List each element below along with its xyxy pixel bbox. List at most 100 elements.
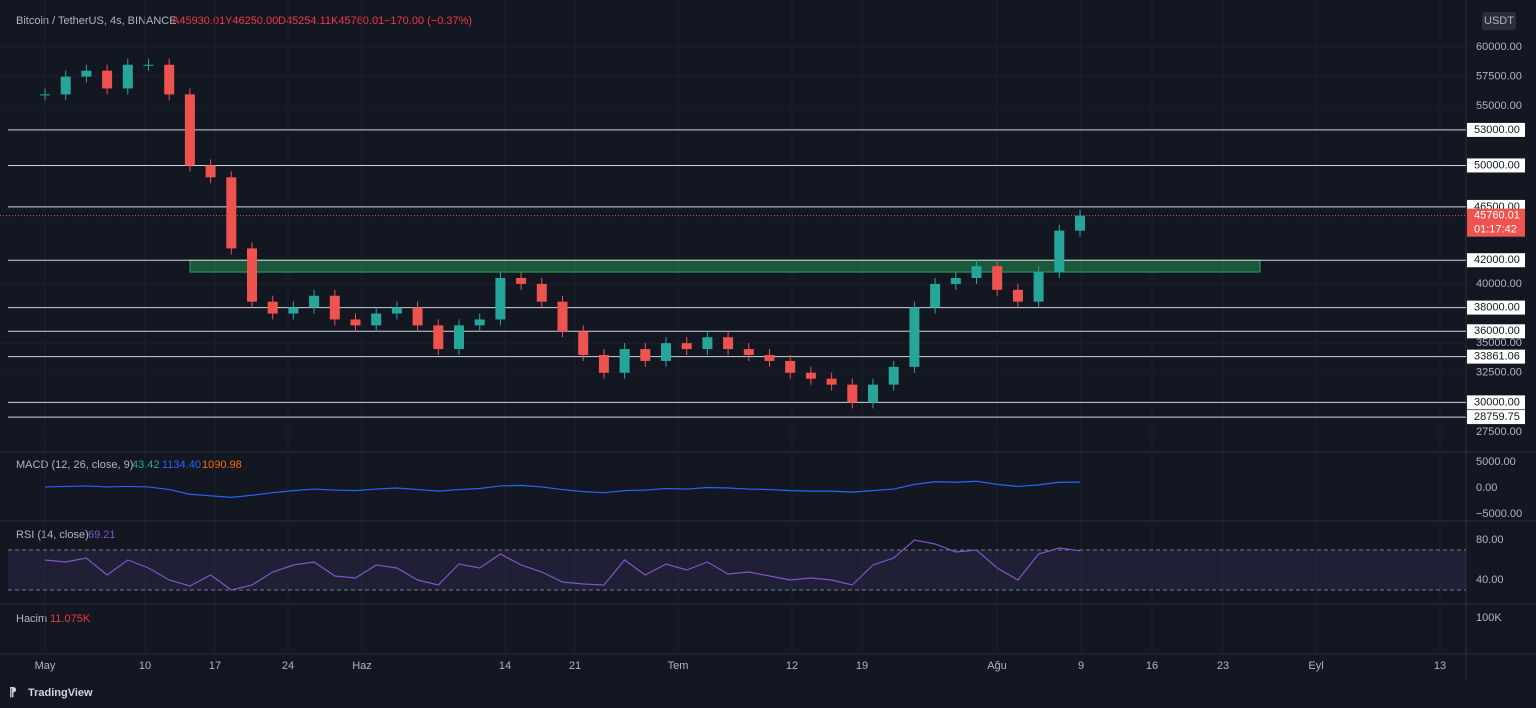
candle-body [723,337,734,350]
candle-body [1075,215,1085,231]
symbol: Bitcoin / TetherUS, 4s, BINANCE [16,15,177,27]
candle-body [971,266,982,278]
candle-body [888,366,899,385]
candle-body [557,301,568,332]
level-label: 36000.00 [1474,325,1520,337]
rsi-band [8,550,1466,590]
level-label-bg [1467,253,1525,268]
candle-body [868,384,878,403]
footer-logo: TradingView [28,687,93,699]
rsi-title: RSI (14, close) [16,529,89,541]
low: D45254.11 [278,15,331,27]
level-label: 42000.00 [1474,254,1520,266]
level-label: 28759.75 [1474,411,1520,423]
x-tick-label: Eyl [1308,660,1323,672]
candle-body [143,64,154,66]
level-label: 38000.00 [1474,302,1520,314]
x-tick-label: 14 [499,660,511,672]
candle-body [785,360,796,373]
candle-body [309,295,320,308]
candle-body [102,70,113,89]
candle-body [495,277,506,320]
x-tick-label: Tem [668,660,689,672]
x-tick-label: 13 [1434,660,1446,672]
candle-body [1054,230,1065,273]
candle-body [619,349,630,373]
x-tick-label: May [35,660,56,672]
x-tick-label: 12 [786,660,798,672]
candle-body [992,266,1003,290]
candle-body [702,337,713,350]
rsi-value: 69.21 [88,529,116,541]
y-tick-label: 40000.00 [1476,278,1522,290]
candle-body [1033,272,1044,302]
candle-body [826,378,837,385]
candle-body [412,307,423,326]
candle-body [81,70,92,77]
candle-body [598,354,609,373]
level-label-bg [1467,122,1525,137]
x-tick-label: 16 [1146,660,1158,672]
candle-body [454,325,464,350]
macd-hist: 43.42 [132,459,160,471]
currency: USDT [1484,15,1514,27]
rsi-line [44,539,1081,591]
x-tick-label: Ağu [987,660,1007,672]
y-tick-label: 60000.00 [1476,41,1522,53]
change: −170.00 (−0.37%) [384,15,472,27]
y-tick-label: 35000.00 [1476,337,1522,349]
y-tick-label: 27500.00 [1476,426,1522,438]
level-label-bg [1467,300,1525,315]
candle-body [40,94,50,96]
y-tick-label: 55000.00 [1476,100,1522,112]
candle-body [433,325,444,350]
candle-body [267,301,278,314]
rsi-tick: 80.00 [1476,534,1504,546]
candle-body [371,313,382,326]
y-tick-label: 57500.00 [1476,71,1522,83]
macd-value: 1134.40 [162,459,201,471]
candle-body [226,177,237,249]
rsi-tick: 40.00 [1476,574,1504,586]
x-tick-label: 9 [1078,660,1084,672]
candle-body [1012,289,1023,302]
x-tick-label: Haz [352,660,372,672]
candle-body [516,277,527,284]
candle-body [205,165,216,178]
high: Y46250.00 [225,15,278,27]
macd-signal: 1090.98 [202,459,242,471]
candle-body [847,384,858,403]
candle-body [184,94,195,166]
last-price-bg [1467,208,1525,237]
x-tick-label: 17 [209,660,221,672]
candle-body [909,307,920,367]
close: K45760.01 [331,15,384,27]
candle-body [122,64,133,89]
countdown: 01:17:42 [1474,224,1517,236]
x-tick-label: 24 [282,660,294,672]
level-label: 33861.06 [1474,351,1520,363]
level-label-bg [1467,158,1525,173]
candle-body [288,307,299,314]
candle-body [578,331,589,355]
macd-title: MACD (12, 26, close, 9) [16,459,133,471]
x-tick-label: 23 [1217,660,1229,672]
level-label-bg [1467,324,1525,339]
level-label: 50000.00 [1474,159,1520,171]
x-tick-label: 21 [569,660,581,672]
level-label-bg [1467,410,1525,425]
candle-body [681,343,692,350]
volume-value: 11.075K [50,613,91,625]
macd-tick: 5000.00 [1476,456,1516,468]
level-label: 53000.00 [1474,124,1520,136]
candle-body [391,307,402,314]
candle-body [930,283,941,308]
level-label: 30000.00 [1474,396,1520,408]
candle-body [805,372,816,379]
macd-tick: −5000.00 [1476,508,1522,520]
logo-icon: ⁋ [9,685,17,699]
candle-body [640,349,651,361]
candle-body [764,354,775,361]
candle-body [474,319,485,326]
